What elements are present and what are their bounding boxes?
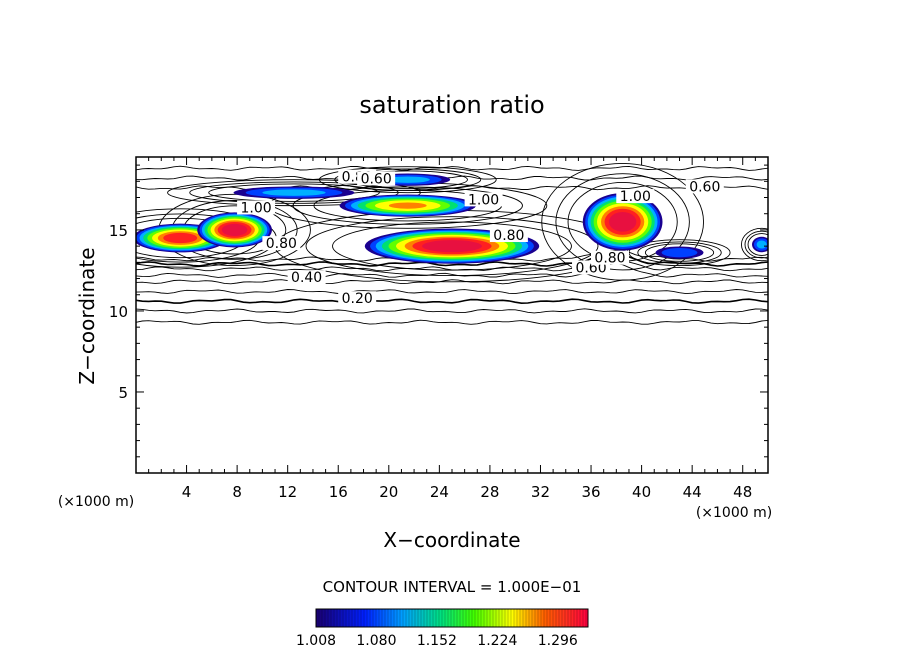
colorbar-tick-label: 1.296 xyxy=(538,633,578,649)
contour-label: 0.60 xyxy=(689,179,720,195)
x-tick-label: 24 xyxy=(430,483,449,501)
contour-interval-text: CONTOUR INTERVAL = 1.000E−01 xyxy=(323,578,582,596)
region-contour xyxy=(747,233,768,256)
contour-label: 0.80 xyxy=(493,228,524,244)
x-tick-label: 8 xyxy=(232,483,242,501)
fill-band xyxy=(608,211,637,232)
contour-label-bg xyxy=(685,179,724,194)
colorbar-tick-label: 1.008 xyxy=(296,633,336,649)
region-contour xyxy=(637,241,722,264)
x-tick-label: 28 xyxy=(480,483,499,501)
x-tick-label: 48 xyxy=(733,483,752,501)
contour-label: 1.00 xyxy=(240,200,271,216)
x-unit-right: (×1000 m) xyxy=(696,505,772,521)
region-contour xyxy=(555,173,690,271)
region-contour xyxy=(332,221,572,271)
contour-label-bg xyxy=(287,270,326,285)
region-contour xyxy=(318,166,497,194)
region-contour xyxy=(744,230,768,259)
region-contour xyxy=(541,163,704,281)
fill-band xyxy=(163,232,198,244)
contour-label: 1.00 xyxy=(468,192,499,208)
contour-label-bg xyxy=(338,291,377,306)
chart-title: saturation ratio xyxy=(359,91,544,119)
x-unit-left: (×1000 m) xyxy=(58,494,134,510)
x-axis-label: X−coordinate xyxy=(383,528,520,552)
x-tick-label: 16 xyxy=(329,483,348,501)
x-tick-label: 12 xyxy=(278,483,297,501)
contour-label: 0.20 xyxy=(342,291,373,307)
colorbar xyxy=(315,608,589,628)
region-contour xyxy=(208,183,380,202)
region-contour xyxy=(741,227,768,262)
fill-band xyxy=(756,240,767,249)
region-contour xyxy=(305,216,599,276)
colorbar-stripes xyxy=(318,609,587,627)
contour-line xyxy=(136,319,768,325)
contour-label-group: 0.20 0.40 0.60 0.60 0.80 0.80 0.80 1.00 1.00 1.00… xyxy=(237,169,724,307)
y-axis-ticks: 5 10 15 xyxy=(109,164,768,458)
y-tick-label: 15 xyxy=(109,222,128,240)
fill-band xyxy=(388,202,427,209)
contour-label: 1.00 xyxy=(620,189,651,205)
contour-line xyxy=(136,175,768,181)
fill-band xyxy=(422,240,482,253)
fill-band xyxy=(661,248,698,258)
contour-label-bg xyxy=(237,200,276,215)
contour-label: 0.80 xyxy=(594,251,625,267)
x-tick-label: 4 xyxy=(182,483,192,501)
contour-label-bg xyxy=(357,171,396,186)
contour-label-bg xyxy=(489,228,528,243)
x-tick-label: 32 xyxy=(531,483,550,501)
fill-band xyxy=(262,189,326,196)
contour-label: 0.60 xyxy=(361,171,392,187)
x-tick-label: 40 xyxy=(632,483,651,501)
contour-line xyxy=(136,263,768,278)
region-contour xyxy=(644,243,715,262)
colorbar-tick-label: 1.152 xyxy=(417,633,457,649)
x-tick-label: 20 xyxy=(379,483,398,501)
contour-line xyxy=(136,165,768,171)
x-tick-label: 36 xyxy=(581,483,600,501)
x-tick-label: 44 xyxy=(683,483,702,501)
y-axis-label: Z−coordinate xyxy=(75,247,99,384)
contour-label-bg xyxy=(262,236,301,251)
contour-label-bg xyxy=(616,189,655,204)
x-axis-ticks: 4 8 12 16 20 24 28 32 36 40 44 48 xyxy=(148,157,756,501)
contour-line xyxy=(136,279,768,285)
contour-line xyxy=(136,298,768,305)
contour-line xyxy=(136,308,768,314)
y-tick-label: 10 xyxy=(109,303,128,321)
region-contour xyxy=(334,168,482,191)
contour-label-bg xyxy=(464,192,503,207)
contour-line xyxy=(136,289,768,295)
y-tick-label: 5 xyxy=(118,384,128,402)
contour-lines xyxy=(136,163,768,325)
colorbar-tick-label: 1.224 xyxy=(477,633,517,649)
contour-label: 0.80 xyxy=(266,236,297,252)
colorbar-ticks: 1.008 1.080 1.152 1.224 1.296 xyxy=(296,633,578,649)
colorbar-tick-label: 1.080 xyxy=(356,633,396,649)
contour-label-bg xyxy=(591,250,629,265)
fill-band xyxy=(221,223,248,236)
contour-label: 0.40 xyxy=(291,270,322,286)
fill-band xyxy=(385,176,430,183)
